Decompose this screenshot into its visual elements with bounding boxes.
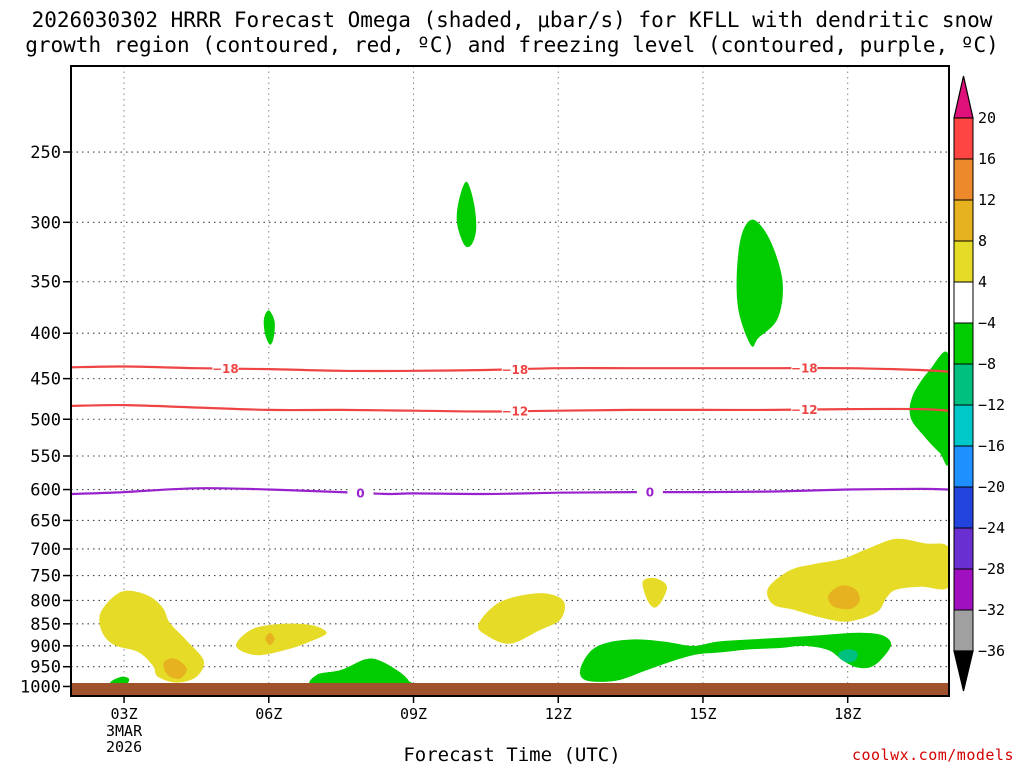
colorbar-label-5: −4 <box>978 314 996 332</box>
contour-lines: −18 −18 −18 −12 −12 0 0 <box>71 361 949 500</box>
contour-label-1-1: −12 <box>791 403 818 417</box>
omega-region-7 <box>837 649 858 663</box>
y-tick-label-400: 400 <box>30 324 61 344</box>
omega-region-14 <box>767 538 949 622</box>
colorbar-segment-12 <box>953 609 974 652</box>
colorbar-label-3: 8 <box>978 232 987 250</box>
plot-frame <box>70 65 950 697</box>
colorbar-label-9: −20 <box>978 478 1005 496</box>
colorbar: 20 16 12 8 4 −4 −8 −12 −16 −20 −24 −28 −32 −36 <box>953 75 1005 692</box>
omega-region-0 <box>456 181 477 248</box>
y-tick-label-1000: 1000 <box>20 677 61 697</box>
x-tick-sublabel-1: 2026 <box>106 738 142 756</box>
colorbar-label-4: 4 <box>978 273 987 291</box>
omega-region-15 <box>828 585 860 610</box>
omega-region-9 <box>163 658 187 679</box>
contour-label-2-1: 0 <box>646 486 654 500</box>
chart-title: 2026030302 HRRR Forecast Omega (shaded, … <box>0 8 1024 58</box>
colorbar-segment-2 <box>953 199 974 242</box>
y-axis-ticks: 2503003504004505005506006507007508008509… <box>20 143 71 697</box>
colorbar-segment-8 <box>953 445 974 488</box>
contour-label-bg-1-0 <box>501 404 528 419</box>
contour-label-bg-1-1 <box>791 402 818 417</box>
contour-label-2-0: 0 <box>356 486 364 500</box>
contour-label-1-0: −12 <box>501 405 528 419</box>
surface-ground-bar <box>71 683 949 696</box>
x-tick-label-09Z: 09Z <box>400 705 427 723</box>
contour-label-bg-0-0 <box>212 361 239 376</box>
colorbar-top-arrow <box>953 75 974 119</box>
x-tick-label-06Z: 06Z <box>255 705 282 723</box>
colorbar-label-7: −12 <box>978 396 1005 414</box>
y-tick-label-250: 250 <box>30 143 61 163</box>
colorbar-label-13: −36 <box>978 642 1005 660</box>
colorbar-segment-5 <box>953 322 974 365</box>
colorbar-segment-11 <box>953 568 974 611</box>
colorbar-label-2: 12 <box>978 191 996 209</box>
omega-region-8 <box>99 590 205 683</box>
y-tick-label-350: 350 <box>30 273 61 293</box>
omega-region-2 <box>736 219 783 347</box>
y-tick-label-900: 900 <box>30 637 61 657</box>
colorbar-segment-7 <box>953 404 974 447</box>
colorbar-label-10: −24 <box>978 519 1005 537</box>
colorbar-label-11: −28 <box>978 560 1005 578</box>
chart-title-line1: 2026030302 HRRR Forecast Omega (shaded, … <box>31 8 993 32</box>
y-tick-label-850: 850 <box>30 615 61 635</box>
contour-label-bg-0-2 <box>791 361 818 376</box>
y-tick-label-450: 450 <box>30 370 61 390</box>
omega-region-5 <box>309 658 416 688</box>
y-tick-label-300: 300 <box>30 213 61 233</box>
colorbar-label-0: 20 <box>978 109 996 127</box>
colorbar-segment-4 <box>953 281 974 324</box>
colorbar-segment-0 <box>953 117 974 160</box>
y-tick-label-750: 750 <box>30 567 61 587</box>
x-tick-sublabel-0: 3MAR <box>106 722 143 740</box>
colorbar-segment-6 <box>953 363 974 406</box>
omega-region-1 <box>263 310 275 345</box>
contour-line-2 <box>71 487 949 496</box>
omega-region-12 <box>477 593 565 644</box>
x-axis-label: Forecast Time (UTC) <box>403 744 621 766</box>
colorbar-segment-10 <box>953 527 974 570</box>
y-tick-label-700: 700 <box>30 540 61 560</box>
colorbar-segment-1 <box>953 158 974 201</box>
y-tick-label-800: 800 <box>30 591 61 611</box>
colorbar-label-6: −8 <box>978 355 996 373</box>
contour-label-bg-2-0 <box>347 485 374 500</box>
contour-label-0-1: −18 <box>501 363 528 377</box>
colorbar-label-1: 16 <box>978 150 996 168</box>
colorbar-segment-9 <box>953 486 974 529</box>
y-tick-label-600: 600 <box>30 481 61 501</box>
y-tick-label-650: 650 <box>30 511 61 531</box>
omega-region-6 <box>579 632 892 682</box>
credit-link[interactable]: coolwx.com/models <box>851 746 1014 764</box>
contour-label-bg-0-1 <box>501 362 528 377</box>
contour-label-bg-2-1 <box>636 485 663 500</box>
contour-label-0-2: −18 <box>791 362 818 376</box>
y-tick-label-550: 550 <box>30 447 61 467</box>
y-tick-label-950: 950 <box>30 658 61 678</box>
x-tick-label-15Z: 15Z <box>689 705 716 723</box>
colorbar-segment-3 <box>953 240 974 283</box>
x-tick-label-03Z: 03Z <box>111 705 138 723</box>
contour-label-0-0: −18 <box>212 362 239 376</box>
x-tick-label-18Z: 18Z <box>834 705 861 723</box>
omega-region-11 <box>265 632 275 646</box>
x-tick-label-12Z: 12Z <box>545 705 572 723</box>
omega-region-10 <box>236 623 327 656</box>
colorbar-label-8: −16 <box>978 437 1005 455</box>
colorbar-bottom-arrow <box>953 650 974 692</box>
chart-title-line2: growth region (contoured, red, ºC) and f… <box>25 33 999 57</box>
omega-region-13 <box>642 577 668 608</box>
y-tick-label-500: 500 <box>30 410 61 430</box>
colorbar-label-12: −32 <box>978 601 1005 619</box>
